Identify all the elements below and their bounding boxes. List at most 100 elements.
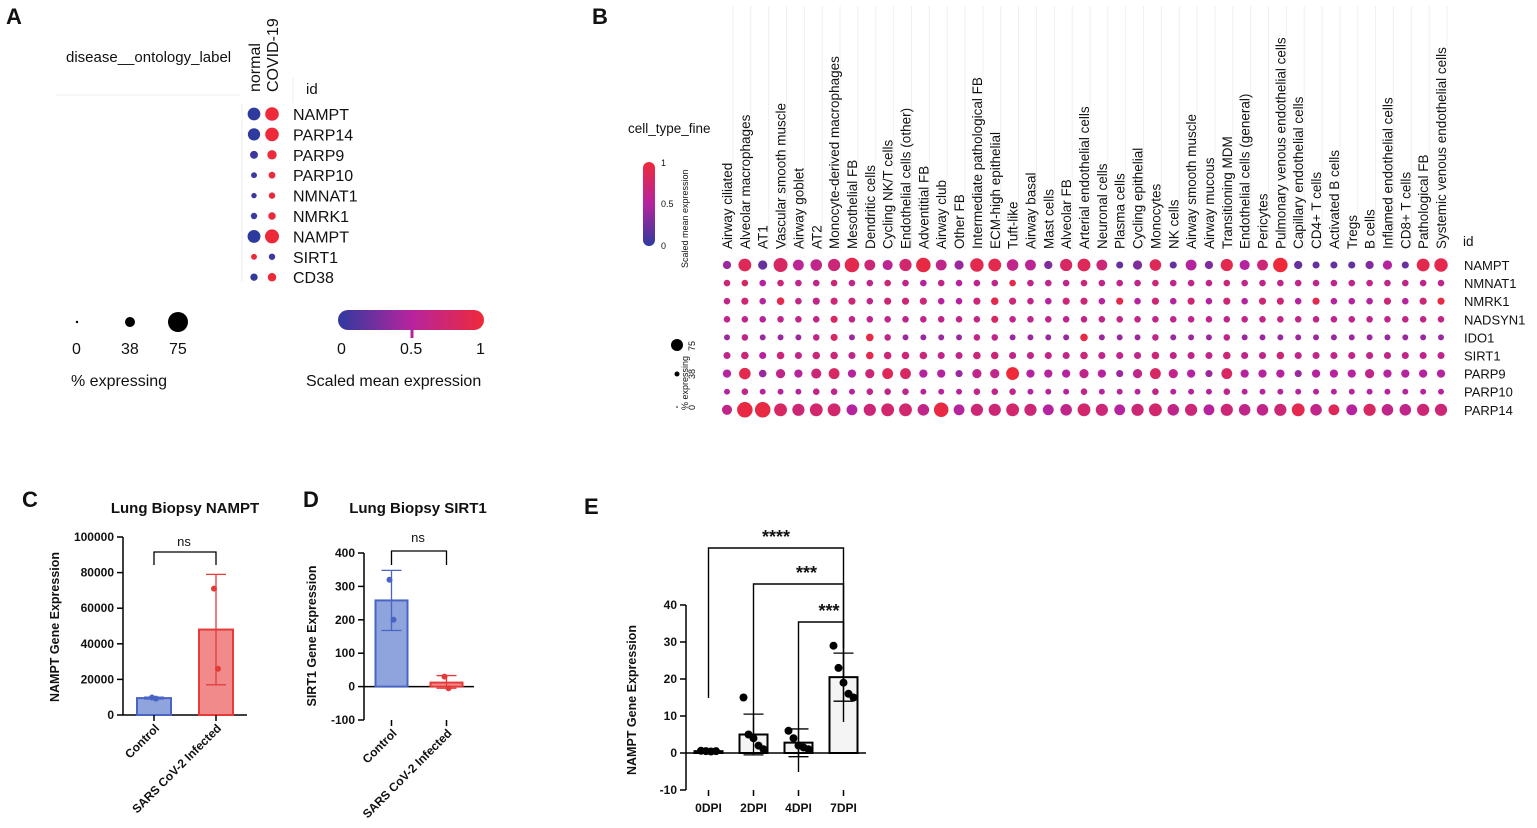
cell-type-label: Neuronal cells — [1095, 163, 1110, 249]
dot-b-parp14 — [899, 403, 912, 417]
dot-b-parp9 — [847, 369, 857, 378]
dot-b-sirt1 — [1026, 351, 1035, 360]
dot-b-parp14 — [1203, 404, 1215, 416]
data-point — [386, 576, 393, 583]
y-tick-label: 80000 — [81, 566, 115, 580]
gene-labels-b: NAMPT NMNAT1 NMRK1 NADSYN1 IDO1 SIRT1 PARP9 PAR… — [1464, 258, 1525, 418]
dot-b-parp14 — [953, 404, 965, 416]
dot-b-nmnat1 — [741, 279, 749, 287]
data-point — [445, 685, 452, 692]
significance-label: *** — [796, 563, 817, 583]
dot-b-parp14 — [846, 404, 858, 416]
dot-b-parp10 — [1063, 388, 1070, 395]
dot-b-nadsyn1 — [1062, 316, 1070, 323]
dot-b-ido1 — [1402, 334, 1409, 341]
dot-b-nampt — [1294, 260, 1303, 270]
dot-b-parp10 — [1205, 388, 1212, 395]
dot-b-sirt1 — [1080, 351, 1088, 360]
cell-type-label: Airway club — [934, 180, 949, 249]
dot-b-nadsyn1 — [1116, 316, 1123, 323]
dot-b-ido1 — [1170, 334, 1177, 341]
dot-b-parp14 — [1167, 404, 1180, 416]
dot-b-nmrk1 — [848, 297, 856, 305]
ns-label-c: ns — [177, 534, 191, 549]
dot-b-sirt1 — [990, 351, 999, 360]
dot-b-parp9 — [1006, 367, 1020, 381]
dot-b-nmnat1 — [955, 279, 963, 287]
colorbar-title: Scaled mean expression — [680, 169, 690, 268]
dot-b-parp10 — [884, 388, 891, 395]
y-axis-label-d: SIRT1 Gene Expression — [305, 565, 319, 706]
gene-label-a: NAMPT — [293, 107, 349, 124]
color-legend-bar — [338, 310, 484, 330]
ns-bracket-c — [153, 551, 217, 565]
data-point — [759, 745, 768, 754]
dot-b-nmnat1 — [795, 279, 802, 287]
dot-b-nmnat1 — [1009, 279, 1016, 287]
cell-type-label: Airway ciliated — [720, 163, 735, 249]
gene-label-b: PARP9 — [1464, 367, 1506, 382]
dot-b-sirt1 — [1133, 351, 1142, 360]
dot-b-parp10 — [777, 388, 784, 395]
dot-b-nadsyn1 — [741, 316, 749, 323]
color-legend-tick-1: 1 — [476, 341, 485, 358]
x-tick-label: 7DPI — [830, 801, 857, 815]
dot-b-parp9 — [1240, 369, 1249, 378]
row-header-label: disease__ontology_label — [66, 49, 231, 66]
dot-b-sirt1 — [759, 351, 767, 360]
dot-b-nadsyn1 — [848, 316, 856, 323]
dot-b-nmnat1 — [723, 279, 731, 287]
dot-grid-a — [241, 104, 279, 282]
dot-b-parp9 — [1149, 368, 1161, 380]
dot-a-nampt-1 — [265, 107, 279, 121]
dot-a-nmnat1-0 — [251, 192, 257, 199]
dot-b-sirt1 — [848, 351, 856, 360]
dot-b-nampt — [722, 260, 732, 270]
cell-type-label: Systemic venous endothelial cells — [1434, 47, 1449, 249]
dot-b-parp14 — [988, 403, 1001, 416]
dot-b-nadsyn1 — [1437, 316, 1445, 323]
cell-type-label: Airway basal — [1023, 172, 1038, 249]
dot-b-nampt — [1348, 261, 1356, 269]
dot-b-nadsyn1 — [1277, 316, 1284, 323]
dot-b-nmrk1 — [1294, 297, 1302, 305]
dot-b-nmrk1 — [1062, 297, 1070, 305]
dot-b-ido1 — [848, 334, 855, 341]
y-tick-label: 60000 — [81, 601, 115, 615]
dot-b-parp10 — [973, 388, 981, 395]
dot-b-parp10 — [759, 388, 766, 395]
dot-b-nampt — [758, 260, 768, 270]
dot-b-nmrk1 — [1419, 297, 1427, 305]
dot-b-nampt — [1132, 260, 1143, 270]
dot-b-nmrk1 — [1223, 297, 1231, 305]
dot-b-parp9 — [865, 368, 875, 379]
y-tick-label: -10 — [660, 783, 678, 797]
dot-b-parp14 — [863, 403, 876, 416]
dot-b-parp10 — [1080, 388, 1088, 395]
dot-b-parp9 — [1311, 369, 1321, 378]
dot-b-nadsyn1 — [1241, 316, 1248, 323]
dot-b-nampt — [1239, 259, 1250, 271]
cell-type-label: Capillary endothelial cells — [1291, 96, 1306, 249]
dot-a-nampt-0 — [247, 107, 261, 121]
dot-b-nampt — [1330, 261, 1338, 269]
x-tick-label: 2DPI — [740, 801, 767, 815]
dot-b-nmrk1 — [1045, 297, 1052, 305]
dot-b-parp14 — [1077, 403, 1091, 417]
cell-type-label: ECM-high epithelial — [988, 132, 1003, 249]
dot-b-parp9 — [758, 369, 767, 378]
dot-b-nadsyn1 — [1098, 316, 1106, 323]
dot-b-nadsyn1 — [1205, 316, 1213, 323]
dot-a-parp9-0 — [250, 150, 258, 159]
dot-b-parp9 — [1026, 369, 1035, 378]
data-point — [215, 665, 221, 672]
dot-b-nampt — [844, 257, 860, 273]
dot-a-cd38-0 — [250, 273, 258, 281]
dot-a-parp14-0 — [247, 128, 261, 141]
dot-b-nadsyn1 — [1080, 316, 1088, 323]
cell-type-label: Airway mucous — [1202, 157, 1217, 249]
colorbar-tick-1: 1 — [661, 158, 666, 168]
dot-b-nmrk1 — [919, 297, 927, 305]
dot-b-nmrk1 — [1009, 297, 1017, 305]
dot-b-parp10 — [1438, 388, 1444, 395]
